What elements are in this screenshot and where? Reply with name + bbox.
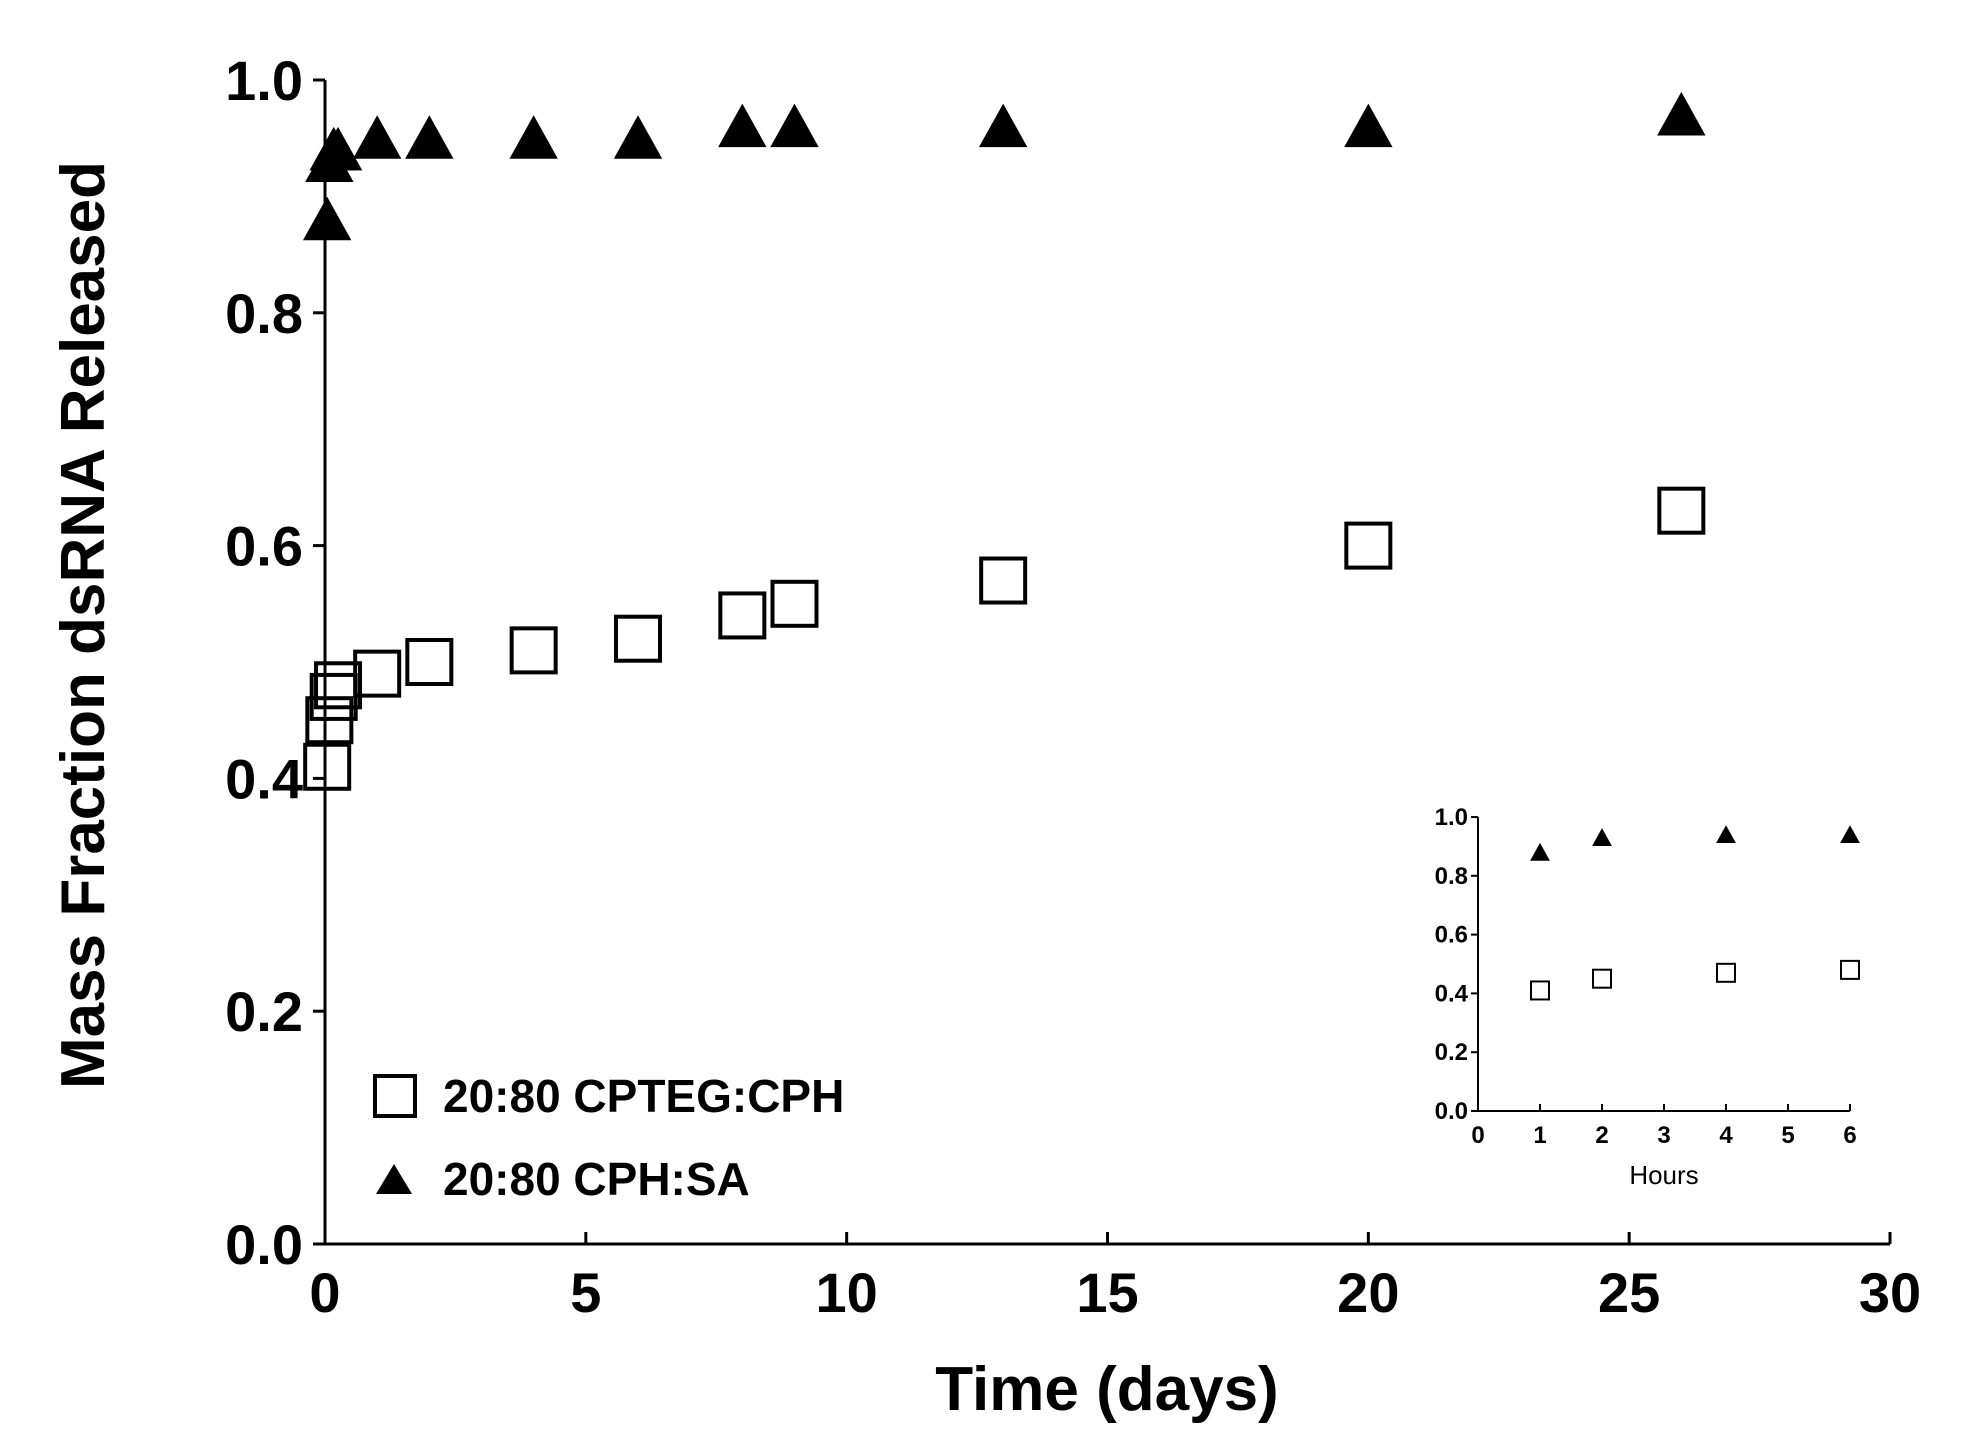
- inset-point-triangle: [1840, 825, 1860, 844]
- inset-x-tick-label: 0: [1471, 1122, 1484, 1149]
- main-point-triangle: [313, 126, 363, 171]
- inset-y-tick-label: 0.4: [1435, 980, 1469, 1007]
- inset-x-tick-label: 1: [1533, 1122, 1546, 1149]
- main-y-tick-label: 1.0: [225, 49, 303, 112]
- inset-point-triangle: [1716, 825, 1736, 844]
- inset-y-tick-label: 0.2: [1435, 1039, 1468, 1066]
- legend-marker-square: [373, 1074, 417, 1118]
- inset-point-square: [1530, 980, 1550, 1001]
- inset-y-tick-label: 0.6: [1435, 922, 1468, 949]
- main-point-square: [353, 649, 402, 698]
- inset-x-ticks: 0 1 2 3 4 5 6: [1471, 1104, 1857, 1149]
- main-data-points: [302, 91, 1706, 791]
- legend: 20:80 CPTEG:CPH 20:80 CPH:SA: [373, 1070, 844, 1205]
- main-x-axis-title: Time (days): [935, 1355, 1278, 1424]
- main-point-square: [979, 556, 1028, 605]
- main-y-tick-label: 0.0: [225, 1213, 303, 1276]
- main-point-triangle: [1657, 91, 1706, 136]
- inset-x-tick-label: 3: [1657, 1122, 1670, 1149]
- inset-y-tick-label: 0.0: [1435, 1098, 1468, 1125]
- main-x-tick-label: 25: [1598, 1261, 1660, 1324]
- main-y-tick-label: 0.4: [225, 747, 303, 810]
- main-point-triangle: [509, 115, 558, 159]
- main-point-square: [614, 614, 662, 663]
- legend-marker-triangle: [376, 1164, 412, 1194]
- main-x-ticks: 0 5 10 15 20 25 30: [309, 1232, 1921, 1324]
- inset-x-tick-label: 4: [1719, 1122, 1733, 1149]
- main-y-tick-label: 0.2: [225, 980, 303, 1043]
- main-x-tick-label: 30: [1859, 1261, 1921, 1324]
- main-y-ticks: 0.0 0.2 0.4 0.6 0.8 1.0: [225, 49, 325, 1276]
- inset-y-tick-label: 0.8: [1435, 863, 1468, 890]
- inset-x-axis-title: Hours: [1629, 1160, 1698, 1190]
- main-point-square: [405, 638, 454, 686]
- inset-y-tick-label: 1.0: [1435, 804, 1468, 831]
- main-point-square: [303, 742, 352, 791]
- main-x-tick-label: 15: [1076, 1261, 1138, 1324]
- legend-label-cph-sa: 20:80 CPH:SA: [443, 1153, 750, 1205]
- main-point-square: [1657, 486, 1706, 535]
- main-point-triangle: [718, 103, 767, 148]
- main-point-triangle: [405, 115, 454, 159]
- main-point-square: [509, 626, 558, 675]
- main-point-triangle: [1344, 103, 1393, 148]
- main-point-triangle: [352, 115, 402, 159]
- main-point-triangle: [770, 103, 819, 148]
- main-y-tick-label: 0.8: [225, 282, 303, 345]
- inset-chart: 0.0 0.2 0.4 0.6 0.8 1.0 0 1 2 3 4 5 6 Hours: [1435, 804, 1860, 1190]
- main-x-tick-label: 0: [309, 1261, 340, 1324]
- inset-point-triangle: [1530, 842, 1550, 861]
- inset-y-ticks: 0.0 0.2 0.4 0.6 0.8 1.0: [1435, 804, 1478, 1125]
- main-point-triangle: [613, 115, 663, 159]
- main-y-tick-label: 0.6: [225, 515, 303, 578]
- main-x-tick-label: 20: [1337, 1261, 1399, 1324]
- main-point-square: [1344, 521, 1393, 570]
- main-x-tick-label: 5: [570, 1261, 601, 1324]
- main-point-square: [770, 579, 819, 628]
- inset-point-square: [1592, 968, 1612, 989]
- inset-point-square: [1716, 962, 1736, 983]
- inset-x-tick-label: 6: [1843, 1122, 1856, 1149]
- main-point-square: [718, 591, 767, 640]
- legend-label-cpteg: 20:80 CPTEG:CPH: [443, 1070, 844, 1122]
- inset-x-tick-label: 2: [1595, 1122, 1608, 1149]
- main-point-square: [314, 661, 363, 710]
- inset-point-triangle: [1592, 828, 1612, 846]
- main-point-triangle: [302, 196, 352, 241]
- main-x-tick-label: 10: [816, 1261, 878, 1324]
- inset-point-square: [1840, 959, 1860, 980]
- main-y-axis-title: Mass Fraction dsRNA Released: [49, 161, 118, 1089]
- main-point-triangle: [978, 103, 1028, 148]
- inset-data-points: [1530, 825, 1860, 1001]
- inset-x-tick-label: 5: [1781, 1122, 1794, 1149]
